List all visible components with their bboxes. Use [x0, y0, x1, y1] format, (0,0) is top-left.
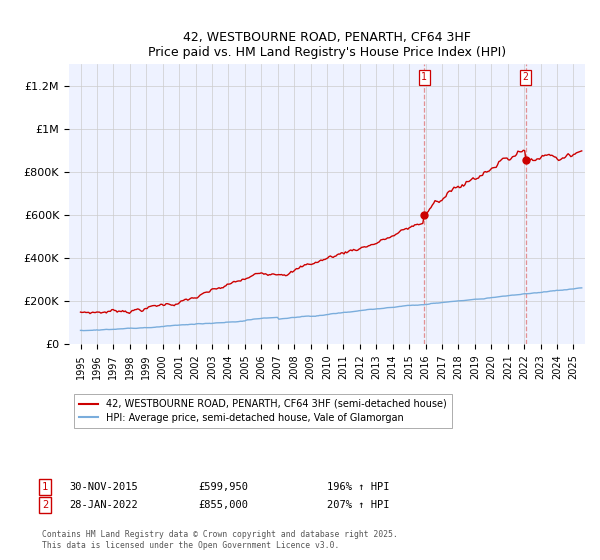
Text: 28-JAN-2022: 28-JAN-2022 — [69, 500, 138, 510]
Text: 1: 1 — [42, 482, 48, 492]
Text: 1: 1 — [421, 72, 427, 82]
Text: This data is licensed under the Open Government Licence v3.0.: This data is licensed under the Open Gov… — [42, 541, 340, 550]
Title: 42, WESTBOURNE ROAD, PENARTH, CF64 3HF
Price paid vs. HM Land Registry's House P: 42, WESTBOURNE ROAD, PENARTH, CF64 3HF P… — [148, 31, 506, 59]
Text: 2: 2 — [42, 500, 48, 510]
Text: £599,950: £599,950 — [198, 482, 248, 492]
Text: 196% ↑ HPI: 196% ↑ HPI — [327, 482, 389, 492]
Text: Contains HM Land Registry data © Crown copyright and database right 2025.: Contains HM Land Registry data © Crown c… — [42, 530, 398, 539]
Text: 2: 2 — [523, 72, 529, 82]
Text: £855,000: £855,000 — [198, 500, 248, 510]
Legend: 42, WESTBOURNE ROAD, PENARTH, CF64 3HF (semi-detached house), HPI: Average price: 42, WESTBOURNE ROAD, PENARTH, CF64 3HF (… — [74, 394, 452, 428]
Text: 30-NOV-2015: 30-NOV-2015 — [69, 482, 138, 492]
Text: 207% ↑ HPI: 207% ↑ HPI — [327, 500, 389, 510]
